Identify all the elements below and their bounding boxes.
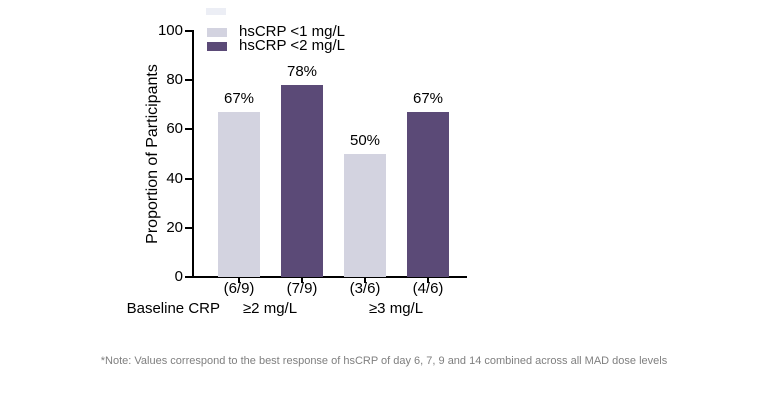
x-axis-line bbox=[192, 276, 467, 278]
y-axis-tick-label: 20 bbox=[166, 218, 183, 236]
footnote: *Note: Values correspond to the best res… bbox=[100, 355, 668, 367]
y-axis-tick bbox=[185, 276, 192, 278]
y-axis-tick-label: 60 bbox=[166, 120, 183, 138]
baseline-crp-row-label: Baseline CRP bbox=[126, 300, 220, 317]
bar-count-label: (7/9) bbox=[286, 280, 318, 297]
y-axis-tick bbox=[185, 177, 192, 180]
chart-bar bbox=[344, 154, 386, 277]
y-axis-tick-label: 80 bbox=[166, 71, 183, 89]
legend-item-hscrp-lt2: hsCRP <2 mg/L bbox=[207, 37, 346, 54]
y-axis-tick bbox=[185, 128, 192, 131]
x-group-label-ge3: ≥3 mg/L bbox=[368, 300, 424, 317]
y-axis-tick bbox=[185, 30, 192, 32]
y-axis-tick bbox=[185, 226, 192, 229]
legend-swatch-dark-icon bbox=[207, 41, 227, 51]
chart-bar bbox=[218, 112, 260, 277]
bar-count-label: (4/6) bbox=[412, 280, 444, 297]
legend-label: hsCRP <2 mg/L bbox=[239, 37, 346, 54]
x-axis-tick bbox=[238, 278, 240, 283]
legend-item-hscrp-lt1: hsCRP <1 mg/L bbox=[207, 23, 346, 40]
bar-value-label: 67% bbox=[223, 90, 255, 108]
x-group-label-ge2: ≥2 mg/L bbox=[242, 300, 298, 317]
bar-value-label: 50% bbox=[349, 132, 381, 149]
chart-bar bbox=[407, 112, 449, 277]
y-axis-title: Proportion of Participants bbox=[144, 64, 161, 244]
y-axis-tick-label: 100 bbox=[157, 22, 183, 39]
chart-legend: hsCRP <1 mg/L hsCRP <2 mg/L bbox=[207, 23, 346, 54]
bar-count-label: (3/6) bbox=[349, 280, 381, 297]
bar-count-label: (6/9) bbox=[223, 280, 255, 297]
bar-value-label: 78% bbox=[286, 63, 318, 81]
bar-value-label: 67% bbox=[412, 90, 444, 108]
faded-legend-swatch-artifact bbox=[206, 8, 226, 15]
x-axis-tick bbox=[301, 278, 303, 283]
x-axis-tick bbox=[364, 278, 366, 283]
y-axis-tick-label: 0 bbox=[174, 268, 183, 285]
y-axis-line bbox=[192, 30, 194, 278]
chart-bar bbox=[281, 85, 323, 277]
y-axis-tick bbox=[185, 79, 192, 82]
y-axis-tick-label: 40 bbox=[166, 169, 183, 187]
x-axis-tick bbox=[427, 278, 429, 283]
legend-label: hsCRP <1 mg/L bbox=[239, 23, 346, 40]
legend-swatch-light-icon bbox=[207, 27, 227, 37]
